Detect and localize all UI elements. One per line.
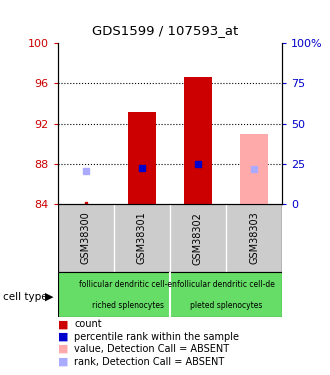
Text: ■: ■ (58, 357, 68, 366)
Text: GSM38303: GSM38303 (249, 212, 259, 264)
Text: ■: ■ (58, 320, 68, 329)
Text: rank, Detection Call = ABSENT: rank, Detection Call = ABSENT (74, 357, 224, 366)
Text: GSM38302: GSM38302 (193, 211, 203, 265)
Text: riched splenocytes: riched splenocytes (92, 301, 164, 310)
Text: follicular dendritic cell-en: follicular dendritic cell-en (79, 280, 177, 289)
Text: count: count (74, 320, 102, 329)
Text: GDS1599 / 107593_at: GDS1599 / 107593_at (92, 24, 238, 38)
Text: ▶: ▶ (45, 292, 53, 302)
Text: ■: ■ (58, 344, 68, 354)
Text: GSM38300: GSM38300 (81, 212, 91, 264)
Text: percentile rank within the sample: percentile rank within the sample (74, 332, 239, 342)
Bar (240, 134, 268, 204)
Bar (128, 112, 156, 204)
Bar (184, 77, 212, 204)
Text: cell type: cell type (3, 292, 48, 302)
Text: GSM38301: GSM38301 (137, 212, 147, 264)
Text: value, Detection Call = ABSENT: value, Detection Call = ABSENT (74, 344, 229, 354)
Text: ■: ■ (58, 332, 68, 342)
Text: pleted splenocytes: pleted splenocytes (190, 301, 262, 310)
Text: follicular dendritic cell-de: follicular dendritic cell-de (177, 280, 275, 289)
